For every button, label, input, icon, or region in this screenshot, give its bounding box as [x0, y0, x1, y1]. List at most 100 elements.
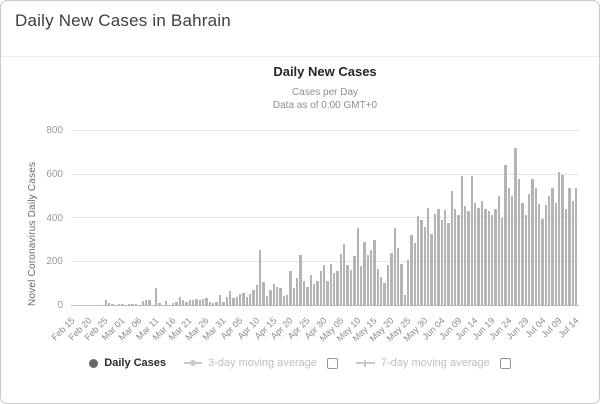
bar-apr-07[interactable]: [245, 297, 249, 305]
bar-may-07[interactable]: [346, 264, 349, 305]
bar-apr-06[interactable]: [242, 292, 245, 305]
bar-mar-30[interactable]: [218, 295, 222, 305]
bar-may-12[interactable]: [363, 241, 366, 305]
bar-feb-26[interactable]: [107, 302, 111, 305]
bar-apr-23[interactable]: [299, 254, 302, 305]
bar-apr-08[interactable]: [249, 294, 252, 305]
bar-jun-13[interactable]: [470, 175, 474, 305]
bar-jun-01[interactable]: [430, 234, 433, 305]
bar-mar-21[interactable]: [188, 300, 191, 305]
bar-apr-17[interactable]: [279, 288, 282, 305]
bar-jul-04[interactable]: [541, 219, 544, 305]
bar-apr-01[interactable]: [225, 297, 228, 305]
bar-mar-23[interactable]: [195, 298, 198, 305]
bar-jul-12[interactable]: [568, 187, 571, 305]
bar-jul-09[interactable]: [558, 172, 561, 305]
bar-may-09[interactable]: [353, 256, 356, 305]
bar-feb-27[interactable]: [111, 304, 114, 305]
bar-may-29[interactable]: [420, 220, 423, 305]
legend-item-3day-moving-average[interactable]: 3-day moving average: [184, 357, 338, 369]
bar-jun-14[interactable]: [474, 202, 477, 305]
bar-apr-11[interactable]: [259, 249, 262, 305]
bar-may-24[interactable]: [403, 295, 406, 305]
bar-apr-18[interactable]: [282, 295, 285, 305]
bar-may-01[interactable]: [326, 280, 329, 305]
bar-apr-04[interactable]: [235, 296, 238, 305]
bar-mar-22[interactable]: [191, 300, 195, 305]
bar-jul-10[interactable]: [561, 174, 564, 305]
bar-mar-31[interactable]: [222, 302, 225, 305]
bar-may-31[interactable]: [427, 208, 430, 305]
bar-may-16[interactable]: [376, 269, 380, 305]
bar-jun-03[interactable]: [437, 209, 440, 305]
bar-mar-12[interactable]: [158, 303, 161, 305]
bar-jun-21[interactable]: [497, 196, 500, 305]
bar-may-08[interactable]: [349, 270, 353, 305]
bar-apr-27[interactable]: [312, 283, 316, 305]
bar-jul-01[interactable]: [531, 178, 534, 305]
legend-item-7day-moving-average[interactable]: 7-day moving average: [355, 357, 511, 369]
bar-apr-12[interactable]: [262, 282, 265, 305]
bar-may-10[interactable]: [356, 227, 359, 305]
bar-may-04[interactable]: [336, 271, 339, 305]
bar-mar-09[interactable]: [148, 299, 151, 305]
bar-apr-19[interactable]: [286, 295, 289, 305]
bar-mar-24[interactable]: [198, 300, 202, 305]
bar-mar-27[interactable]: [208, 301, 212, 305]
bar-jul-06[interactable]: [548, 196, 551, 305]
bar-mar-28[interactable]: [212, 303, 215, 305]
bar-jun-12[interactable]: [467, 211, 470, 305]
bar-jun-10[interactable]: [460, 175, 464, 305]
bar-jun-11[interactable]: [464, 206, 467, 305]
bar-feb-25[interactable]: [104, 300, 107, 305]
bar-may-27[interactable]: [413, 243, 417, 305]
bar-jul-14[interactable]: [574, 187, 578, 305]
bar-mar-25[interactable]: [202, 299, 205, 305]
bar-jun-07[interactable]: [450, 190, 453, 305]
bar-mar-07[interactable]: [141, 300, 144, 305]
bar-may-18[interactable]: [383, 283, 386, 305]
bar-apr-05[interactable]: [238, 294, 242, 305]
bar-jun-09[interactable]: [457, 214, 460, 305]
bar-mar-11[interactable]: [154, 287, 158, 305]
bar-jun-15[interactable]: [477, 208, 480, 305]
bar-jun-18[interactable]: [487, 211, 490, 305]
bar-jun-02[interactable]: [433, 213, 437, 305]
bar-may-28[interactable]: [417, 215, 420, 305]
bar-mar-01[interactable]: [121, 303, 124, 305]
bar-apr-13[interactable]: [265, 295, 269, 305]
bar-apr-14[interactable]: [269, 289, 272, 305]
bar-mar-29[interactable]: [215, 302, 218, 305]
bar-may-22[interactable]: [396, 248, 400, 305]
bar-mar-08[interactable]: [144, 299, 148, 305]
7day-checkbox[interactable]: [499, 357, 511, 369]
bar-may-02[interactable]: [329, 263, 333, 305]
bar-mar-26[interactable]: [205, 298, 208, 305]
3day-checkbox[interactable]: [326, 357, 338, 369]
bar-mar-17[interactable]: [175, 302, 178, 305]
bar-mar-04[interactable]: [131, 304, 134, 305]
bar-may-25[interactable]: [406, 260, 410, 305]
bar-jul-03[interactable]: [537, 203, 541, 305]
bar-jun-25[interactable]: [511, 196, 514, 305]
bar-may-15[interactable]: [373, 239, 376, 305]
bar-apr-29[interactable]: [319, 271, 322, 305]
bar-jun-19[interactable]: [490, 214, 494, 305]
bar-jul-07[interactable]: [551, 187, 554, 305]
bar-jun-20[interactable]: [494, 209, 497, 305]
bar-may-13[interactable]: [366, 254, 369, 305]
bar-jun-04[interactable]: [440, 220, 443, 305]
bar-may-11[interactable]: [359, 265, 363, 305]
bar-jul-02[interactable]: [534, 187, 537, 305]
bar-mar-14[interactable]: [165, 301, 168, 305]
bar-jun-30[interactable]: [527, 194, 531, 305]
bar-may-05[interactable]: [339, 253, 343, 305]
bar-jun-26[interactable]: [514, 148, 517, 305]
bar-may-03[interactable]: [333, 273, 336, 305]
bar-apr-25[interactable]: [306, 286, 309, 305]
bar-may-26[interactable]: [410, 235, 413, 305]
bar-jun-17[interactable]: [484, 209, 487, 305]
bar-jul-05[interactable]: [544, 204, 548, 305]
bar-apr-30[interactable]: [322, 264, 326, 305]
bar-jun-06[interactable]: [447, 223, 450, 305]
